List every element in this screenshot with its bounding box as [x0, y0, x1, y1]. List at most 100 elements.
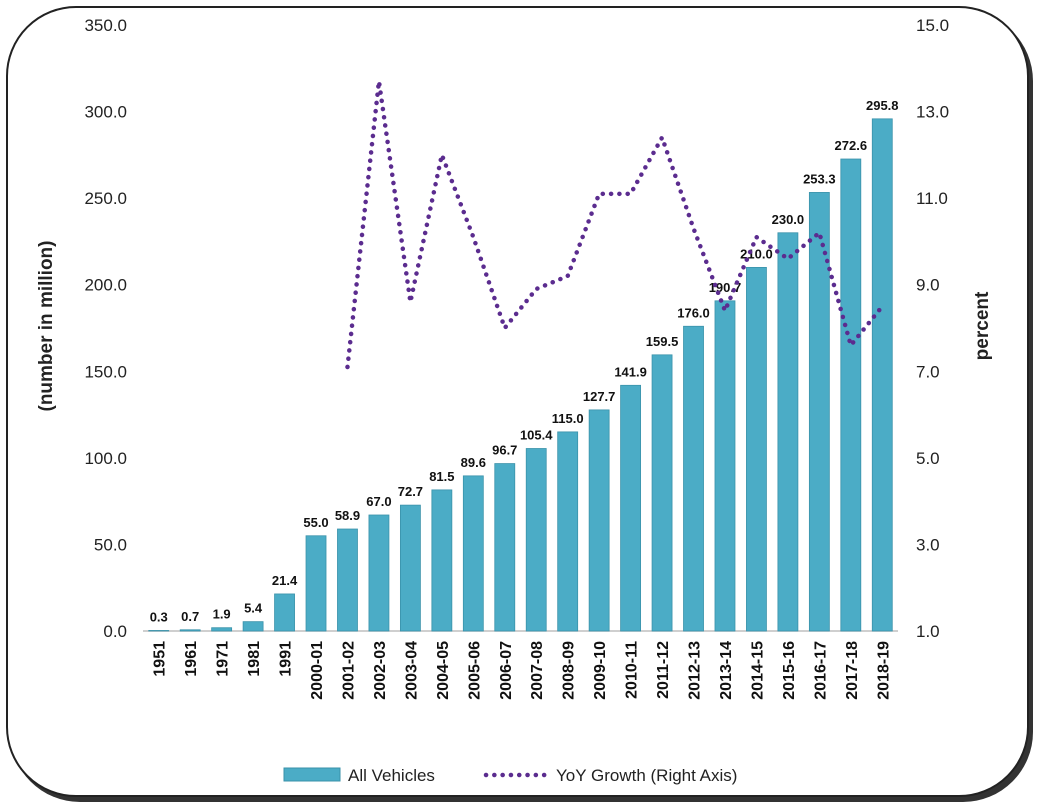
bar-2017-18 [840, 158, 862, 632]
legend: All Vehicles YoY Growth (Right Axis) [283, 766, 737, 785]
bar-2002-03 [368, 514, 390, 632]
bar-value-label: 176.0 [677, 305, 710, 320]
bar-series [148, 118, 893, 632]
bar-2005-06 [462, 475, 484, 632]
bar-value-label: 230.0 [772, 212, 805, 227]
bar-2007-08 [525, 448, 547, 632]
bar-value-label: 127.7 [583, 389, 616, 404]
category-label: 2000-01 [309, 641, 326, 700]
bar-1981 [242, 621, 264, 632]
right-tick-label: 9.0 [916, 276, 940, 295]
bar-value-label: 159.5 [646, 334, 679, 349]
left-tick-label: 50.0 [94, 535, 127, 554]
bar-2014-15 [746, 266, 767, 632]
bar-value-label: 0.3 [150, 609, 168, 624]
bar-1991 [274, 593, 295, 632]
bar-2015-16 [777, 232, 799, 632]
left-tick-label: 200.0 [84, 276, 127, 295]
bar-value-label: 81.5 [429, 469, 454, 484]
bar-1971 [211, 627, 233, 632]
right-tick-label: 1.0 [916, 622, 940, 641]
category-label: 2004-05 [435, 641, 452, 700]
right-tick-label: 11.0 [916, 189, 948, 208]
bar-2000-01 [305, 535, 327, 632]
bar-value-label: 58.9 [335, 508, 360, 523]
bar-2008-09 [557, 431, 579, 632]
category-label: 1951 [152, 641, 169, 677]
category-label: 1981 [246, 641, 263, 677]
right-axis-ticks: 1.0 3.0 5.0 7.0 9.0 11.0 13.0 15.0 [916, 16, 949, 641]
right-axis-title: percent [972, 291, 993, 360]
bar-value-label: 67.0 [366, 494, 391, 509]
bar-value-label: 105.4 [520, 428, 553, 443]
bar-value-label: 253.3 [803, 171, 836, 186]
category-label: 2009-10 [592, 641, 609, 700]
left-tick-label: 100.0 [84, 449, 127, 468]
bar-2004-05 [431, 489, 453, 632]
bar-1961 [179, 629, 201, 632]
bar-2006-07 [494, 463, 516, 632]
bar-2010-11 [620, 384, 642, 632]
right-tick-label: 3.0 [916, 535, 940, 554]
category-label: 2012-13 [687, 641, 704, 700]
category-label: 2007-08 [529, 641, 546, 700]
right-tick-label: 5.0 [916, 449, 940, 468]
right-tick-label: 13.0 [916, 103, 949, 122]
bar-value-label: 1.9 [213, 607, 231, 622]
category-label: 1971 [215, 641, 232, 677]
left-axis-ticks: 0.0 50.0 100.0 150.0 200.0 250.0 300.0 350.0 [84, 16, 127, 641]
category-label: 2013-14 [718, 641, 735, 700]
bar-value-label: 141.9 [614, 364, 647, 379]
category-label: 2002-03 [372, 641, 389, 700]
category-label: 2005-06 [466, 641, 483, 700]
bar-value-label: 272.6 [835, 138, 868, 153]
bar-value-label: 55.0 [303, 515, 328, 530]
bar-2011-12 [651, 354, 673, 632]
bar-value-label: 115.0 [552, 411, 584, 426]
legend-label-all-vehicles: All Vehicles [348, 766, 435, 785]
category-label: 2010-11 [624, 641, 641, 699]
bar-value-label: 72.7 [398, 484, 423, 499]
category-label: 2006-07 [498, 641, 515, 700]
legend-swatch-all-vehicles [283, 767, 341, 782]
left-axis-title: (number in million) [36, 241, 57, 412]
bar-value-label: 295.8 [866, 98, 899, 113]
bar-2013-14 [714, 300, 736, 632]
bar-value-label: 210.0 [740, 246, 773, 261]
bar-2018-19 [871, 118, 893, 632]
bar-value-label: 96.7 [492, 443, 517, 458]
category-label: 1991 [278, 641, 295, 677]
category-label: 2003-04 [403, 641, 420, 700]
category-label: 2001-02 [340, 641, 357, 700]
bar-data-labels: 0.3 0.7 1.9 5.4 21.4 55.0 58.9 67.0 72.7 81.5 89.6… [150, 98, 899, 625]
bar-2001-02 [337, 528, 358, 632]
category-label: 2015-16 [781, 641, 798, 700]
category-label: 2008-09 [561, 641, 578, 700]
left-tick-label: 250.0 [84, 189, 127, 208]
right-tick-label: 7.0 [916, 362, 940, 381]
bar-1951 [148, 630, 170, 632]
category-label: 2016-17 [812, 641, 829, 700]
right-tick-label: 15.0 [916, 16, 949, 35]
category-label: 2017-18 [844, 641, 861, 700]
category-label: 2018-19 [875, 641, 892, 700]
bar-2003-04 [399, 504, 421, 632]
left-tick-label: 300.0 [84, 103, 127, 122]
category-label: 2011-12 [655, 641, 672, 699]
bar-value-label: 0.7 [181, 609, 199, 624]
left-tick-label: 0.0 [103, 622, 127, 641]
left-tick-label: 150.0 [84, 362, 127, 381]
bar-2009-10 [588, 409, 610, 632]
x-axis-categories: 1951 1961 1971 1981 1991 2000-01 2001-02 2002-0… [152, 641, 893, 700]
category-label: 2014-15 [749, 641, 766, 700]
category-label: 1961 [183, 641, 200, 677]
bar-value-label: 21.4 [272, 573, 298, 588]
legend-label-yoy-growth: YoY Growth (Right Axis) [556, 766, 737, 785]
bar-2016-17 [808, 192, 830, 632]
bar-2012-13 [683, 325, 704, 632]
growth-line-series [345, 80, 885, 370]
bar-value-label: 5.4 [244, 601, 263, 616]
left-tick-label: 350.0 [84, 16, 127, 35]
bar-value-label: 89.6 [461, 455, 486, 470]
